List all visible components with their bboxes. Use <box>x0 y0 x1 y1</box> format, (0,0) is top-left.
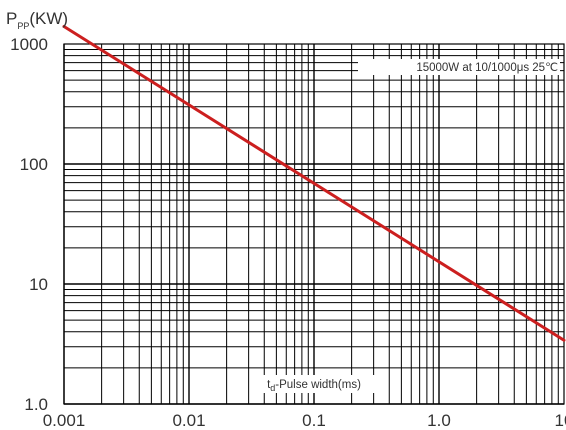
y-tick-label: 100 <box>20 155 48 174</box>
plot-frame <box>63 43 565 405</box>
x-axis-label: td-Pulse width(ms) <box>267 379 361 393</box>
x-tick-label: 0.001 <box>43 411 86 430</box>
rating-annotation: 15000W at 10/1000μs 25℃ <box>416 62 558 74</box>
x-tick-label: 10 <box>555 411 566 430</box>
x-tick-label: 0.1 <box>302 411 326 430</box>
x-axis-label-background <box>252 375 376 393</box>
x-tick-label: 1.0 <box>427 411 451 430</box>
series-layer <box>62 24 566 342</box>
y-axis-label: PPP(KW) <box>6 9 68 31</box>
series-line <box>62 24 566 342</box>
y-tick-label: 1000 <box>10 35 48 54</box>
y-tick-label: 1.0 <box>24 395 48 414</box>
grid <box>63 44 564 405</box>
annotation-background <box>358 59 560 75</box>
x-tick-labels: 0.001 0.01 0.1 1.0 10 <box>43 411 566 430</box>
y-tick-label: 10 <box>29 275 48 294</box>
x-tick-label: 0.01 <box>172 411 205 430</box>
y-tick-labels: 1.0 10 100 1000 <box>10 35 48 414</box>
